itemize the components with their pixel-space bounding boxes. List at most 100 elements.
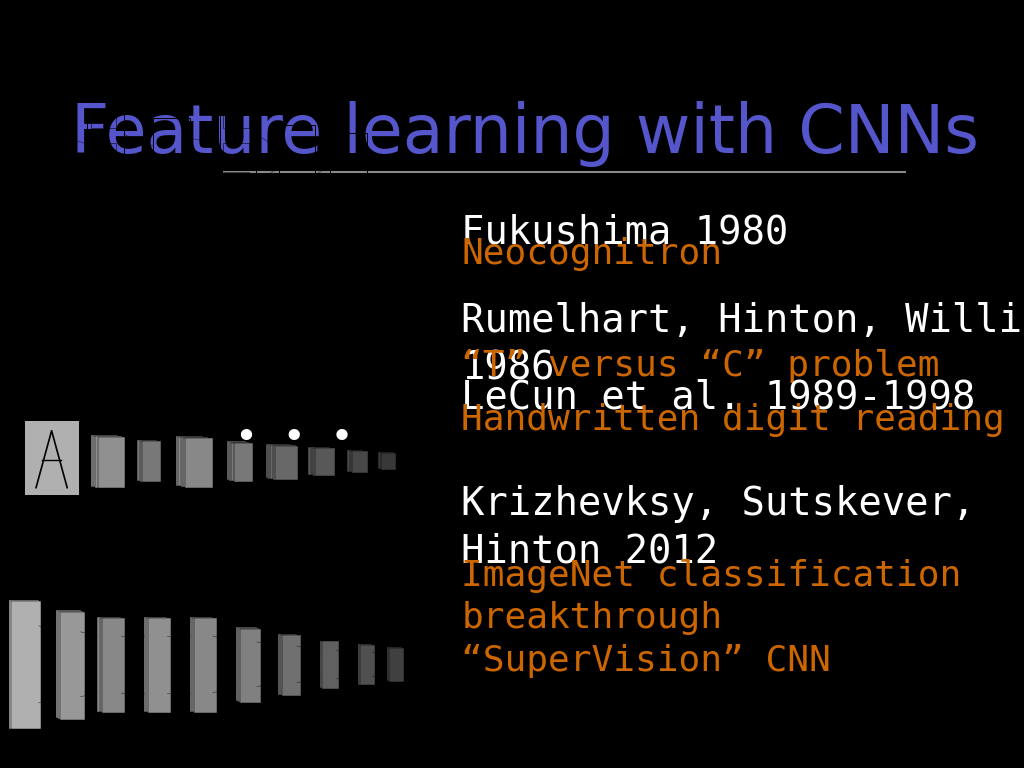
Bar [279, 125, 315, 191]
Bar [196, 304, 212, 316]
Bar [90, 114, 117, 128]
Bar [142, 442, 162, 482]
Bar [275, 445, 298, 480]
Text: 224
224: 224 224 [23, 737, 30, 746]
Text: Handwritten digit reading / OCR: Handwritten digit reading / OCR [461, 402, 1024, 437]
Bar [90, 172, 117, 187]
Text: 2048: 2048 [332, 737, 342, 741]
Bar [217, 320, 233, 332]
Bar [143, 617, 167, 712]
Bar [183, 438, 210, 487]
Bar [259, 271, 275, 283]
Bar [239, 627, 259, 702]
Bar [347, 450, 362, 472]
Bar [90, 143, 117, 157]
Bar [196, 271, 212, 283]
Bar [281, 353, 297, 365]
Bar [308, 447, 328, 475]
Text: 128: 128 [117, 737, 125, 741]
Bar [217, 353, 233, 365]
Bar [357, 644, 373, 684]
Bar [381, 453, 396, 470]
Bar [74, 263, 156, 366]
Bar [32, 118, 69, 198]
Bar [191, 617, 215, 712]
Bar [233, 443, 253, 482]
Bar [223, 114, 249, 128]
Bar [238, 336, 254, 348]
Bar [57, 611, 83, 719]
Bar [217, 336, 233, 348]
Bar [231, 442, 251, 482]
Text: Conv.: Conv. [99, 506, 113, 511]
Bar [272, 445, 296, 479]
Bar [236, 627, 257, 701]
Bar [9, 600, 39, 729]
Text: Stride
of 4: Stride of 4 [20, 737, 32, 746]
Bar [196, 320, 212, 332]
Bar [145, 617, 169, 712]
Text: Max
pooling: Max pooling [182, 737, 198, 746]
Text: Max
pooling: Max pooling [71, 737, 86, 746]
Bar [268, 444, 291, 478]
Text: dense: dense [395, 737, 408, 741]
Bar [139, 441, 159, 482]
Text: u₃: u₃ [227, 91, 234, 96]
Bar [223, 143, 249, 157]
Bar [389, 648, 403, 682]
Bar [226, 442, 246, 480]
Text: Full
conn.: Full conn. [279, 506, 292, 517]
Bar [219, 111, 256, 206]
Bar [238, 353, 254, 365]
Bar [313, 448, 333, 476]
Text: Sub.: Sub. [232, 506, 244, 511]
Text: Sub.: Sub. [147, 506, 159, 511]
Text: Fukushima 1980: Fukushima 1980 [461, 214, 788, 251]
Text: Gauss.: Gauss. [354, 506, 371, 511]
Bar [265, 444, 289, 478]
Bar [196, 336, 212, 348]
Bar [281, 287, 297, 300]
Bar [154, 118, 190, 198]
Bar [259, 320, 275, 332]
Bar [178, 436, 206, 486]
Bar [259, 353, 275, 365]
Bar [281, 320, 297, 332]
Text: LeCun et al. 1989-1998: LeCun et al. 1989-1998 [461, 379, 976, 417]
Bar [195, 618, 217, 713]
Bar [189, 617, 213, 712]
Bar [279, 634, 297, 695]
Text: u₀: u₀ [32, 91, 39, 96]
Bar [270, 445, 294, 479]
Text: 192: 192 [253, 737, 261, 741]
Bar [238, 304, 254, 316]
Bar [241, 628, 261, 703]
Bar [259, 304, 275, 316]
Bar [281, 336, 297, 348]
Bar [281, 271, 297, 283]
Text: •  •  •: • • • [236, 419, 354, 457]
Bar [359, 644, 375, 685]
Bar [95, 436, 123, 488]
Bar [97, 617, 121, 712]
Bar [238, 271, 254, 283]
Text: u₄: u₄ [279, 91, 286, 96]
Bar [87, 111, 124, 206]
Bar [379, 452, 394, 469]
Bar [259, 287, 275, 300]
Text: Conv.: Conv. [185, 506, 199, 511]
Bar [185, 439, 213, 488]
Text: Krizhevksy, Sutskever,
Hinton 2012: Krizhevksy, Sutskever, Hinton 2012 [461, 485, 976, 571]
Bar [147, 618, 171, 713]
Bar [93, 435, 120, 487]
Text: dense: dense [367, 737, 379, 741]
Bar [196, 353, 212, 365]
Bar [176, 436, 204, 485]
Bar [196, 287, 212, 300]
Bar [90, 435, 118, 487]
Text: u₂: u₂ [157, 91, 164, 96]
Bar [315, 449, 335, 476]
Text: ImageNet classification
breakthrough
“SuperVision” CNN: ImageNet classification breakthrough “Su… [461, 559, 962, 677]
Bar [283, 635, 301, 696]
Bar [319, 641, 337, 688]
